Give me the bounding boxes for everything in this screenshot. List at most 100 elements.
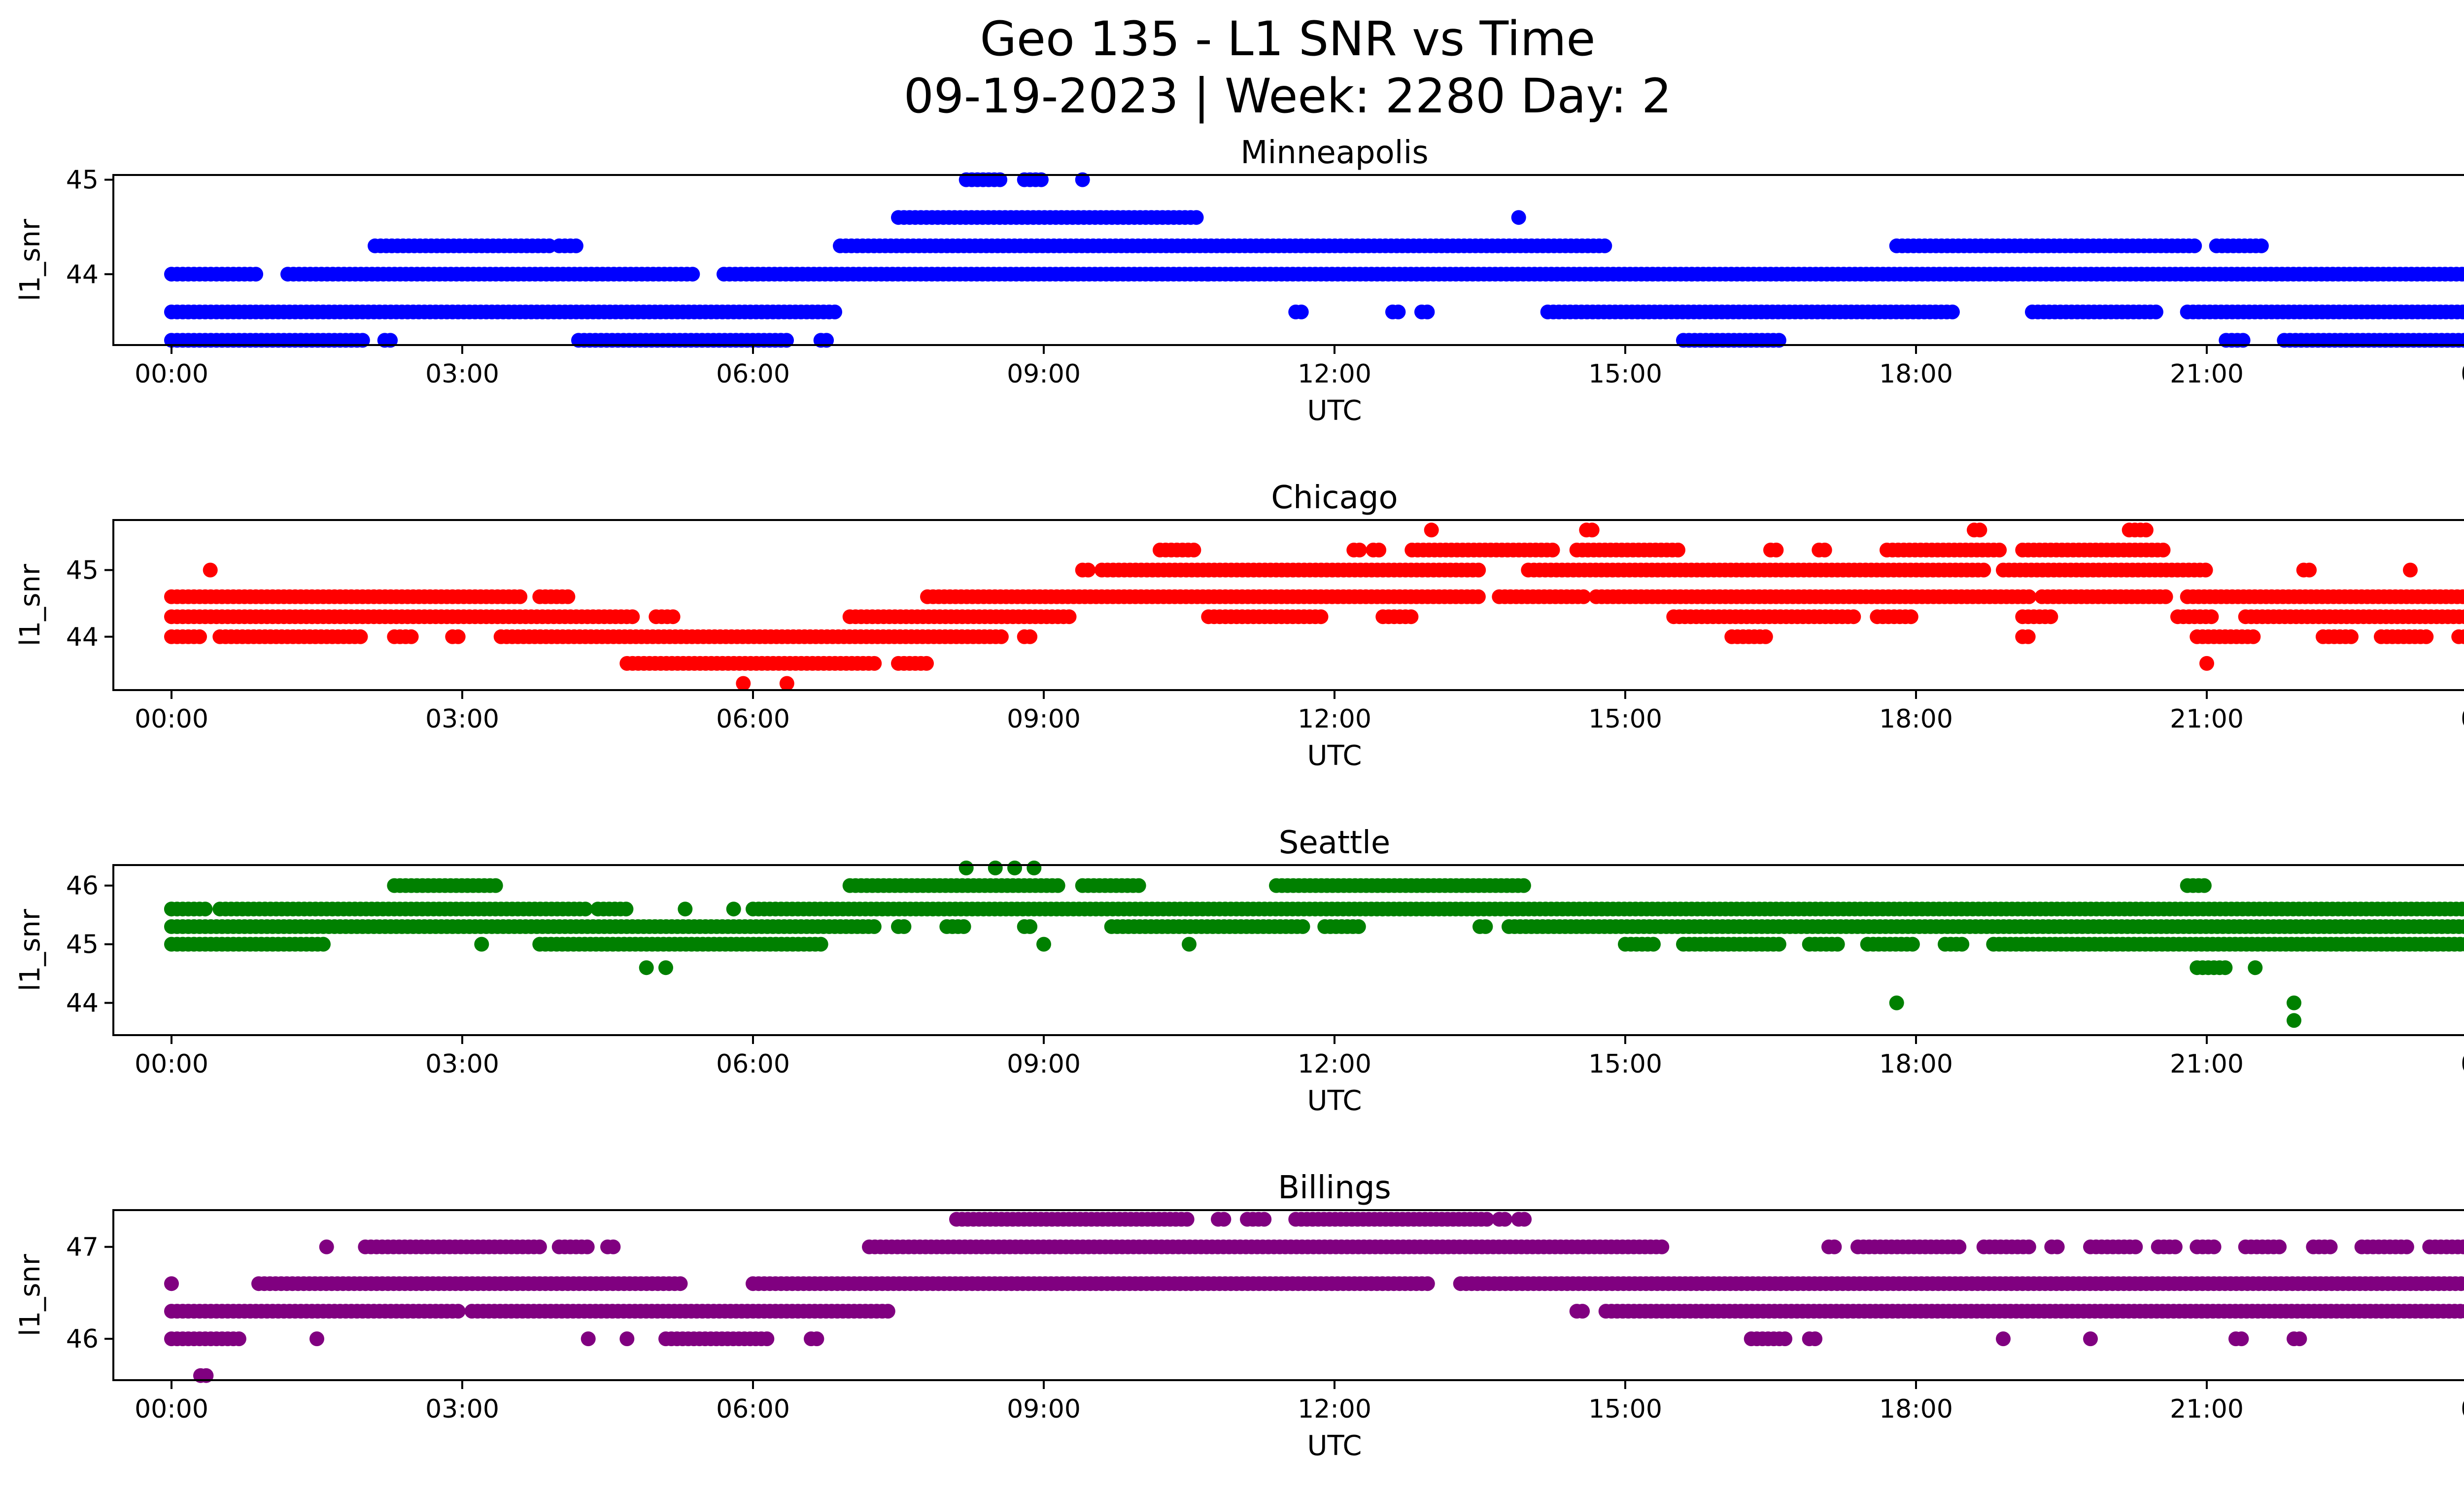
x-tick-label: 06:00 (716, 1394, 790, 1424)
data-point (404, 629, 419, 644)
data-point (665, 609, 681, 625)
data-point (2292, 1331, 2307, 1347)
data-point (2457, 609, 2464, 625)
data-point (2020, 629, 2036, 644)
x-axis-label: UTC (1307, 740, 1362, 772)
data-point (1351, 919, 1366, 934)
data-point (2246, 629, 2261, 644)
x-tick-label: 06:00 (716, 704, 790, 734)
data-point (231, 1331, 246, 1347)
x-tick-label: 03:00 (425, 704, 499, 734)
y-tick-label: 45 (66, 166, 99, 195)
data-point (2460, 902, 2464, 916)
data-point (2403, 562, 2418, 578)
data-point (1497, 1212, 1512, 1227)
data-point (2199, 656, 2214, 671)
data-point (1216, 1212, 1232, 1227)
data-point (813, 937, 828, 952)
data-point (606, 1239, 621, 1254)
y-tick-label: 45 (66, 556, 99, 585)
data-point (1671, 542, 1685, 557)
data-point (1479, 1212, 1495, 1227)
data-point (1827, 1239, 1842, 1254)
data-point (919, 656, 934, 671)
data-point (2323, 1239, 2338, 1254)
data-point (956, 919, 971, 934)
data-point (625, 609, 640, 625)
x-tick-label: 15:00 (1588, 1049, 1662, 1079)
data-point (2021, 1239, 2036, 1254)
data-point (198, 902, 213, 917)
data-point (1471, 589, 1486, 604)
data-point (639, 960, 654, 975)
y-tick-label: 44 (66, 989, 99, 1018)
subplot-title: Billings (1278, 1170, 1391, 1206)
data-point (685, 267, 700, 282)
data-point (1420, 304, 1435, 319)
data-point (658, 960, 673, 975)
data-point (2021, 589, 2037, 604)
x-tick-label: 00:00 (135, 704, 208, 734)
subplot-title: Chicago (1271, 480, 1398, 516)
data-point (2419, 629, 2434, 644)
data-point (2204, 609, 2219, 625)
data-point (1257, 1212, 1272, 1227)
data-point (2462, 336, 2464, 345)
subplot-billings: Billings 00:00 03:00 06:00 09:00 12:00 15:00 18… (14, 1170, 2464, 1462)
data-point (1830, 937, 1845, 952)
data-point (192, 629, 207, 644)
data-point (1182, 937, 1197, 952)
data-point (1808, 1331, 1823, 1347)
data-point (2148, 304, 2163, 319)
subplot-title: Seattle (1279, 825, 1391, 861)
data-point (2455, 589, 2464, 604)
data-point (1905, 937, 1920, 952)
data-point (164, 1276, 179, 1291)
data-point (896, 919, 912, 934)
data-point (1081, 562, 1096, 578)
x-tick-label: 09:00 (1007, 1049, 1081, 1079)
subplot-chicago: Chicago 00:00 03:00 06:00 09:00 12:00 15:00 18:… (14, 480, 2464, 772)
data-point (1778, 1331, 1793, 1347)
data-point (2206, 1239, 2222, 1254)
data-points (164, 1212, 2464, 1383)
data-point (2462, 1241, 2464, 1252)
data-point (880, 1304, 895, 1319)
x-tick-label: 00:00 (135, 359, 208, 389)
data-point (993, 629, 1009, 644)
data-point (1846, 609, 1861, 625)
x-tick-label: 03:00 (425, 359, 499, 389)
data-point (1976, 562, 1991, 578)
data-point (958, 860, 974, 875)
x-tick-label: 00:00 (135, 1049, 208, 1079)
x-tick-label: 12:00 (1298, 1049, 1371, 1079)
data-point (2287, 1013, 2301, 1028)
data-point (1313, 609, 1329, 625)
data-point (992, 172, 1008, 187)
data-point (736, 676, 751, 691)
data-point (2461, 306, 2464, 318)
x-tick-label: 00:00 (2461, 704, 2464, 734)
data-point (2234, 1331, 2249, 1347)
data-point (316, 937, 331, 952)
data-point (2455, 304, 2464, 319)
x-tick-label: 18:00 (1879, 359, 1953, 389)
data-point (164, 902, 179, 917)
y-axis-label: l1_snr (14, 218, 46, 301)
data-point (355, 333, 370, 348)
data-point (560, 589, 576, 604)
data-point (1027, 860, 1042, 875)
data-points (164, 172, 2464, 348)
data-point (568, 238, 583, 253)
x-tick-label: 12:00 (1298, 704, 1371, 734)
data-point (619, 1331, 635, 1347)
x-tick-label: 15:00 (1588, 359, 1662, 389)
data-point (827, 304, 842, 319)
data-point (1545, 542, 1560, 557)
subplot-title: Minneapolis (1240, 135, 1428, 171)
y-axis-label: l1_snr (14, 908, 46, 991)
x-tick-label: 12:00 (1298, 359, 1371, 389)
x-axis-label: UTC (1307, 395, 1362, 427)
data-point (2457, 629, 2464, 644)
